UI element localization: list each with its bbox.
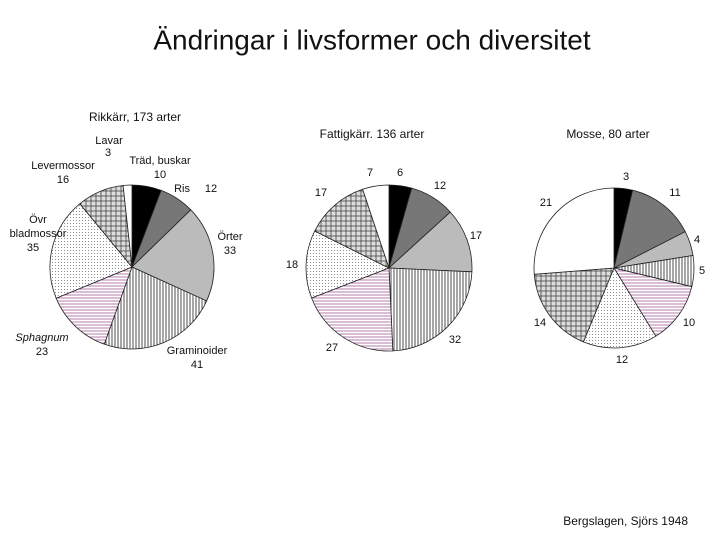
value-label: 21 [540,197,552,209]
value-label: 3 [105,147,111,159]
pie-slice [55,266,133,345]
value-label: 18 [286,259,298,271]
value-label: 6 [397,167,403,179]
value-label: 12 [434,180,446,192]
value-label: 12 [616,354,628,366]
category-label: Träd, buskar [129,155,191,167]
pie-slice [533,187,615,275]
category-label: Övr bladmossor [10,214,67,240]
pie-slice [613,189,686,269]
value-label: 3 [623,171,629,183]
value-label: 41 [191,359,203,371]
value-label: 5 [699,265,705,277]
category-label: Lavar [95,135,123,147]
category-label: Sphagnum [15,332,68,344]
source-note: Bergslagen, Sjörs 1948 [563,514,688,528]
value-label: 7 [367,167,373,179]
category-label: Ris [174,183,190,195]
category-label: Örter [217,231,242,243]
value-label: 10 [154,169,166,181]
pie-slice [582,267,657,349]
value-label: 10 [683,317,695,329]
category-label: Graminoider [167,345,228,357]
pie-slice [131,209,215,302]
value-label: 16 [57,174,69,186]
pie-slice [362,184,390,269]
value-label: 17 [315,187,327,199]
value-label: 27 [326,342,338,354]
pie-slice [103,266,208,350]
value-label: 35 [27,242,39,254]
value-label: 12 [205,183,217,195]
category-label: Levermossor [31,160,95,172]
value-label: 32 [449,334,461,346]
slide-title: Ändringar i livsformer och diversitet [153,24,590,55]
value-label: 11 [669,187,680,199]
value-label: 23 [36,346,48,358]
pie-slice [122,184,133,268]
value-label: 4 [694,234,700,246]
pie-slice [314,188,390,269]
pie-title: Mosse, 80 arter [566,127,649,141]
pie-slice [49,203,133,299]
value-label: 17 [470,230,482,242]
pie-title: Fattigkärr. 136 arter [320,127,425,141]
pie-slice [613,267,693,337]
pie-slice [388,211,473,273]
pie-slice [311,267,394,352]
pie-slice [388,267,473,352]
value-label: 14 [534,317,546,329]
pie-slice [533,267,615,343]
pie-title: Rikkärr, 173 arter [89,110,181,124]
value-label: 33 [224,245,236,257]
pie-slice [305,230,390,299]
